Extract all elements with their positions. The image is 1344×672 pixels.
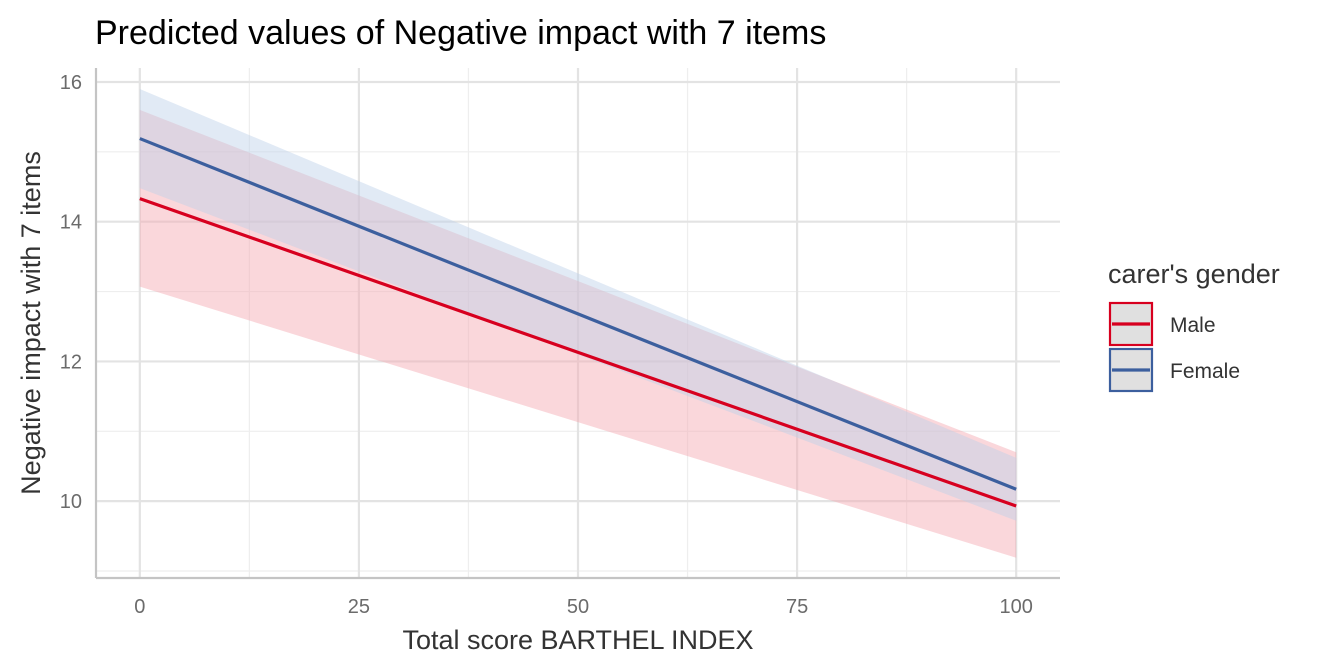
legend-label-male: Male (1170, 314, 1216, 337)
y-tick-label: 14 (60, 212, 82, 234)
y-tick-label: 12 (60, 351, 82, 373)
y-tick-label: 16 (60, 72, 82, 94)
y-axis-title: Negative impact with 7 items (16, 151, 46, 495)
x-tick-labels: 0 25 50 75 100 (134, 596, 1033, 618)
x-tick-label: 25 (348, 596, 370, 618)
x-tick-label: 50 (567, 596, 589, 618)
y-tick-labels: 10 12 14 16 (60, 72, 82, 513)
confidence-bands (139, 88, 1017, 558)
legend-item-female: Female (1108, 347, 1240, 393)
chart-title: Predicted values of Negative impact with… (95, 14, 826, 52)
x-tick-label: 75 (786, 596, 808, 618)
x-tick-label: 100 (999, 596, 1032, 618)
legend-items: Male Female (1108, 301, 1240, 393)
legend-title: carer's gender (1108, 259, 1280, 289)
x-tick-label: 0 (134, 596, 145, 618)
legend-label-female: Female (1170, 360, 1240, 383)
legend: carer's gender Male Female (1108, 259, 1280, 393)
series-lines (139, 137, 1017, 508)
confidence-band-male (139, 109, 1017, 558)
x-axis-title: Total score BARTHEL INDEX (402, 625, 753, 655)
confidence-band-female (139, 88, 1017, 521)
y-tick-label: 10 (60, 491, 82, 513)
series-line-female (139, 137, 1017, 491)
series-line-male (139, 197, 1017, 508)
legend-item-male: Male (1108, 301, 1216, 347)
major-gridlines (96, 68, 1060, 578)
